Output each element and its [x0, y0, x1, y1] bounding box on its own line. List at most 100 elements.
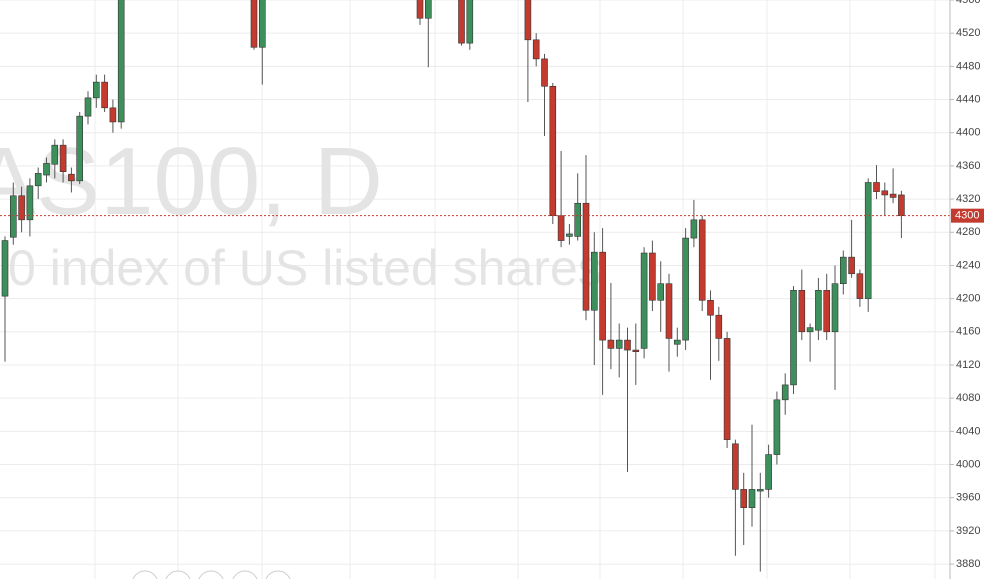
candle-body: [624, 339, 631, 351]
candle-body: [831, 283, 839, 333]
candle-body: [18, 195, 25, 221]
candle-body: [773, 399, 781, 455]
candle-body: [657, 283, 665, 301]
candle-body: [34, 173, 42, 187]
toolbar-button[interactable]: [198, 570, 224, 579]
y-tick-label: 3880: [956, 558, 980, 570]
candle-body: [806, 327, 814, 333]
candle-body: [101, 81, 108, 109]
toolbar-buttons: [132, 570, 291, 579]
candle-body: [740, 489, 748, 508]
candle-body: [707, 299, 714, 316]
candle-body: [574, 202, 582, 237]
candle-body: [864, 182, 872, 299]
candle-body: [798, 290, 806, 333]
candle-body: [732, 443, 739, 490]
y-tick-label: 3960: [956, 492, 980, 504]
candle-body: [524, 0, 532, 41]
candle-body: [466, 0, 474, 44]
candle-body: [59, 144, 67, 173]
last-price-label: 4300: [955, 210, 979, 222]
candle-body: [566, 233, 573, 237]
candle-body: [715, 314, 723, 339]
candle-body: [51, 144, 59, 165]
vertical-grid: [94, 0, 936, 579]
candle-body: [26, 185, 34, 221]
candle-body: [458, 0, 465, 44]
candle-body: [665, 283, 673, 339]
candle-body: [557, 215, 565, 241]
y-tick-label: 4200: [956, 293, 980, 305]
candle-body: [723, 338, 731, 440]
y-tick-label: 4080: [956, 392, 980, 404]
candle-body: [682, 237, 689, 341]
candle-body: [76, 115, 83, 182]
candle-body: [898, 194, 905, 216]
candles: [0, 0, 950, 572]
y-tick-label: 4160: [956, 326, 980, 338]
candle-body: [839, 256, 847, 284]
candle-body: [258, 0, 266, 48]
candle-body: [856, 273, 864, 299]
y-tick-label: 4480: [956, 60, 980, 72]
y-tick-label: 3920: [956, 525, 980, 537]
candle-body: [93, 81, 100, 99]
candle-body: [1, 240, 9, 297]
candle-body: [632, 349, 640, 353]
candle-body: [781, 384, 789, 401]
candle-body: [117, 0, 125, 123]
candle-body: [815, 290, 822, 331]
candle-body: [416, 0, 424, 19]
candle-body: [873, 182, 880, 192]
toolbar-button[interactable]: [132, 570, 158, 579]
y-tick-label: 4320: [956, 193, 980, 205]
toolbar-button[interactable]: [232, 570, 258, 579]
y-tick-label: 4360: [956, 160, 980, 172]
candle-body: [748, 489, 756, 508]
y-tick-label: 4440: [956, 93, 980, 105]
candle-body: [590, 251, 598, 311]
candle-body: [541, 58, 548, 87]
y-tick-label: 4280: [956, 226, 980, 238]
candle-body: [765, 454, 772, 490]
y-tick-label: 4240: [956, 259, 980, 271]
candle-body: [582, 202, 590, 311]
y-tick-label: 4000: [956, 458, 980, 470]
candle-body: [889, 193, 897, 198]
toolbar-button[interactable]: [165, 570, 191, 579]
candle-body: [532, 39, 540, 60]
y-tick-label: 4560: [956, 0, 980, 6]
candle-body: [690, 219, 698, 239]
y-tick-label: 4520: [956, 27, 980, 39]
candle-body: [250, 0, 258, 48]
candle-body: [68, 173, 75, 182]
y-tick-label: 4040: [956, 425, 980, 437]
candle-body: [615, 339, 623, 349]
horizontal-grid: [0, 0, 950, 565]
candle-body: [881, 190, 889, 196]
candle-body: [549, 85, 557, 216]
watermark-title: AS100, D: [0, 128, 383, 235]
candle-body: [10, 195, 17, 238]
candle-body: [43, 163, 50, 176]
watermark-subtitle: 0 index of US listed shares: [8, 240, 603, 296]
candle-body: [848, 256, 855, 275]
candle-body: [84, 97, 92, 117]
y-tick-label: 4120: [956, 359, 980, 371]
candle-body: [607, 339, 615, 349]
candle-body: [823, 290, 831, 333]
toolbar-button[interactable]: [265, 570, 291, 579]
candle-body: [673, 339, 681, 345]
price-axis: 3880 3920 3960 4000 4040 4080 4120 4160 4200 4240…: [950, 0, 984, 570]
candle-body: [698, 219, 706, 301]
candle-body: [790, 290, 797, 386]
candle-body: [599, 251, 606, 341]
candle-body: [756, 489, 764, 492]
y-tick-label: 4400: [956, 127, 980, 139]
candle-body: [424, 0, 432, 19]
last-price-box: [951, 208, 984, 223]
candle-body: [640, 252, 648, 349]
candle-body: [109, 107, 117, 123]
candle-body: [649, 252, 656, 301]
